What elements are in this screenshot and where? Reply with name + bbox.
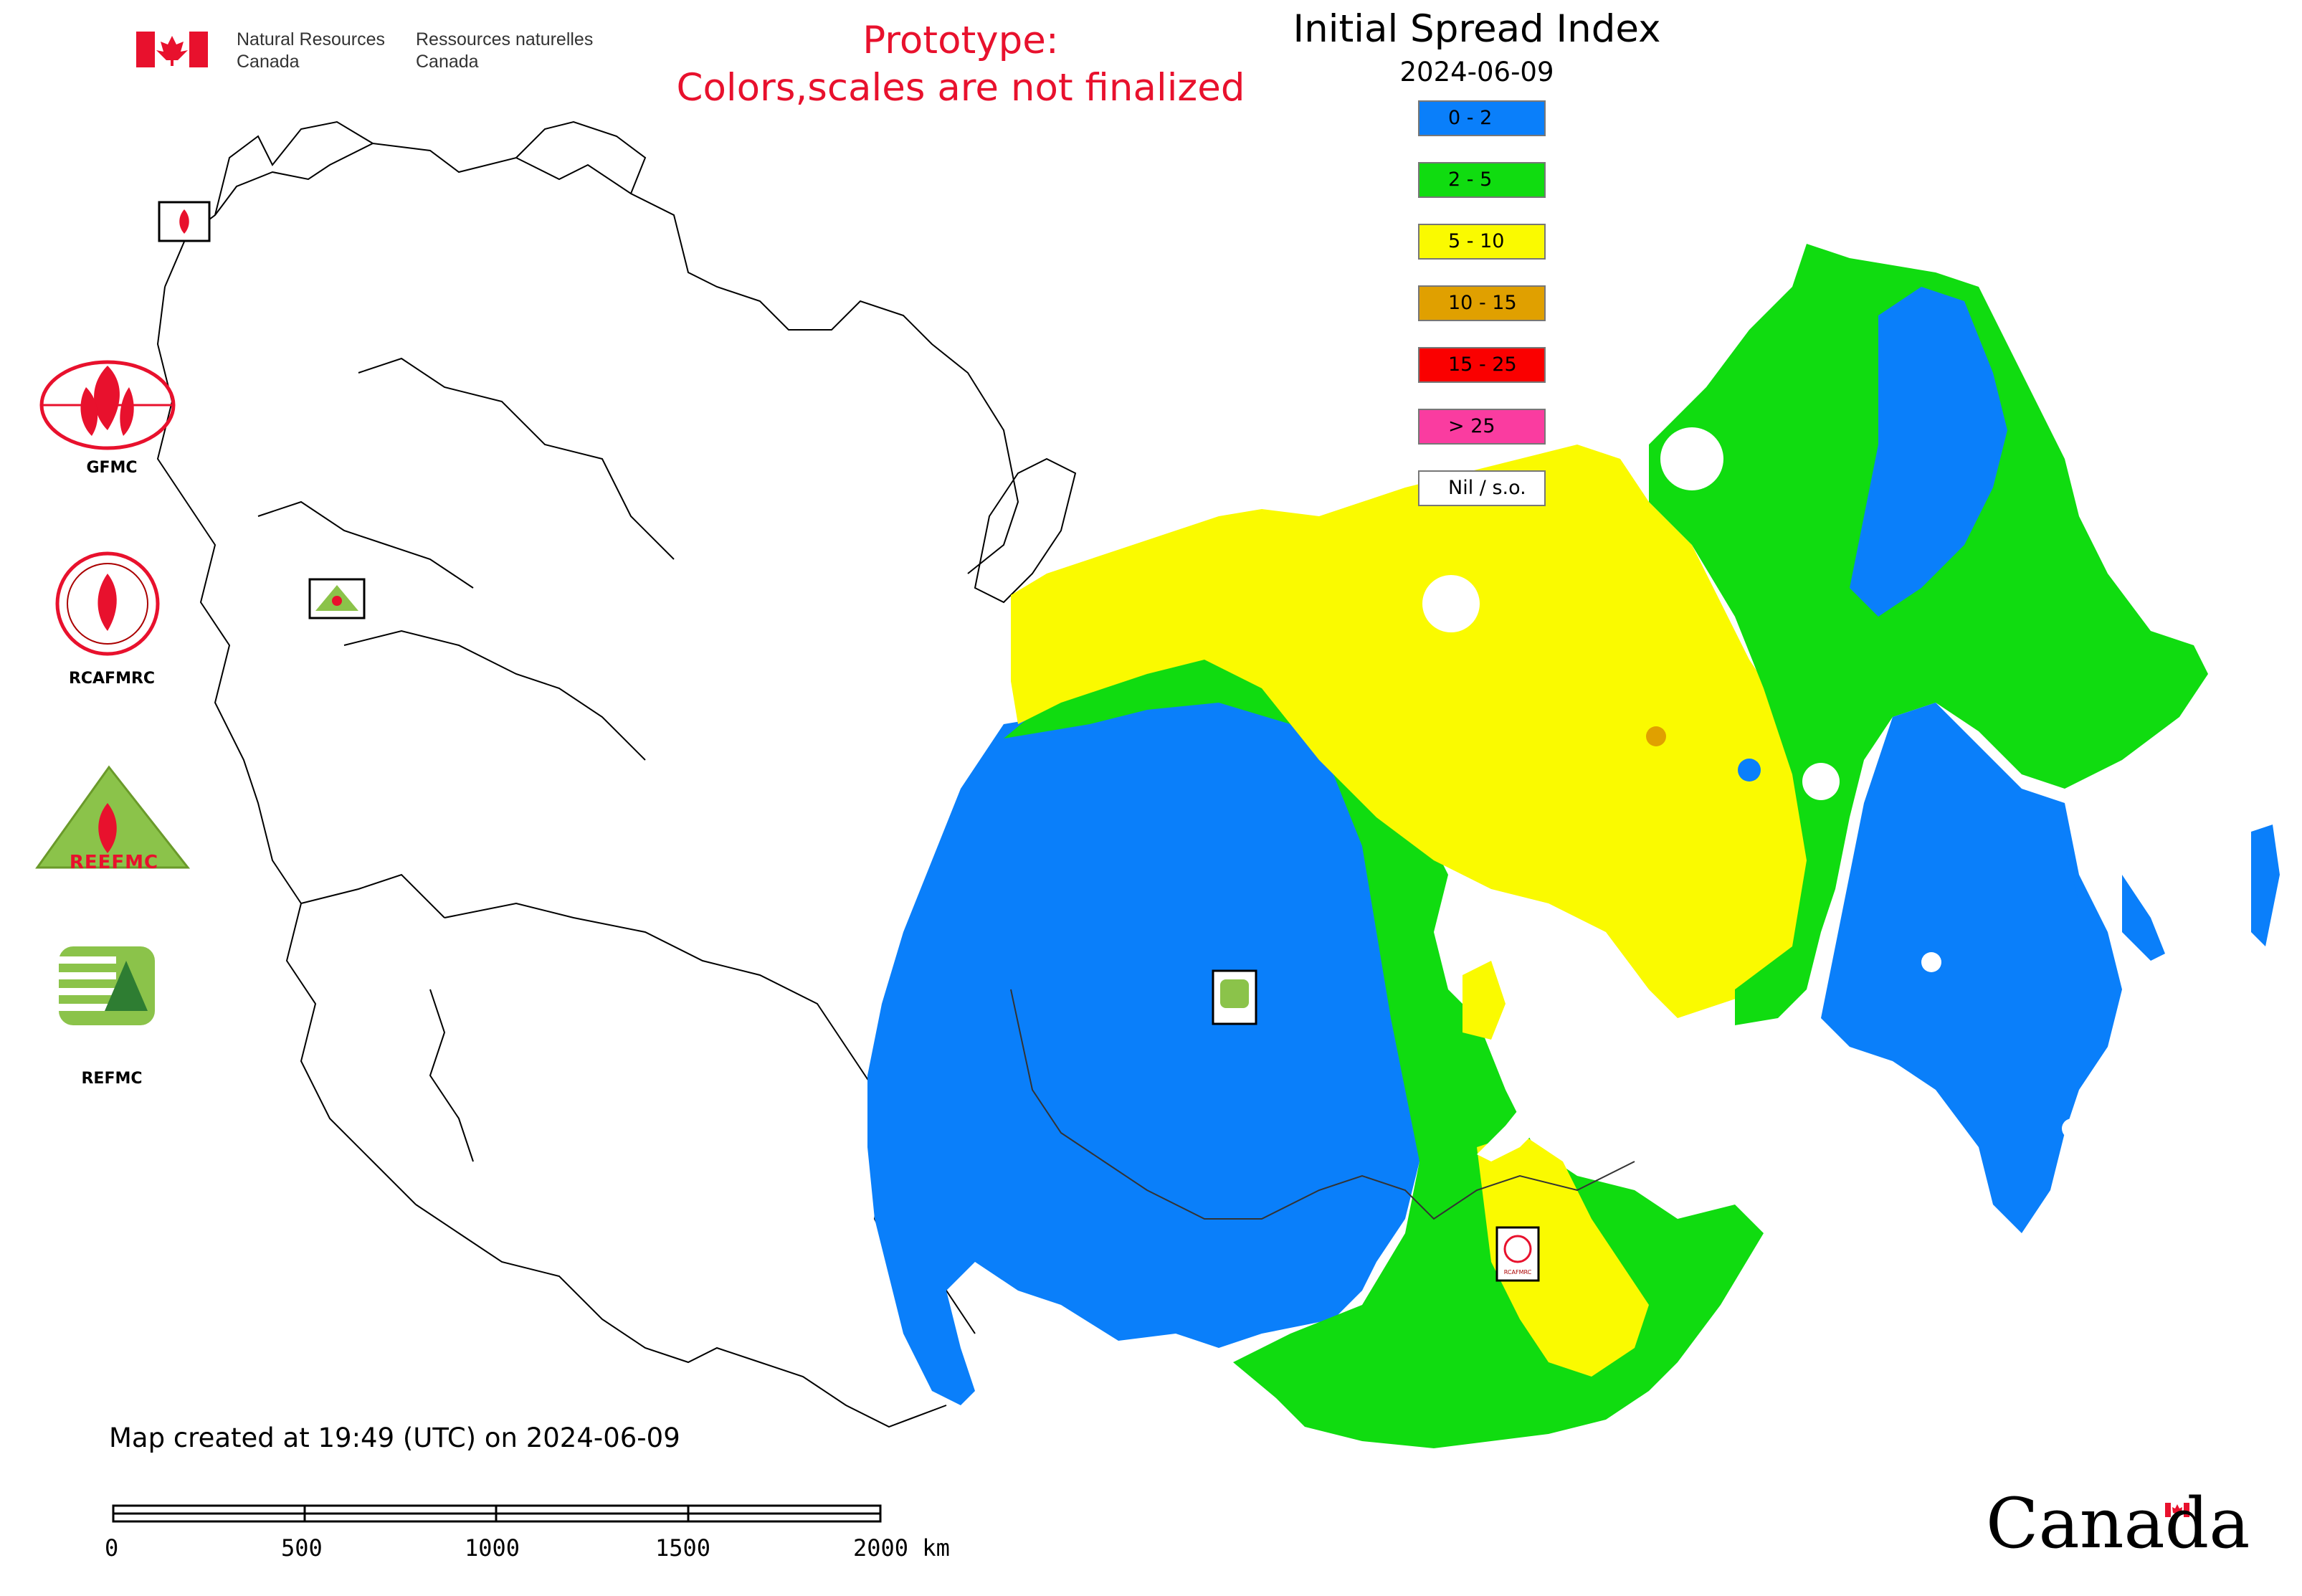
country-outlines: [156, 120, 1077, 1428]
island-east-2: [2251, 825, 2280, 946]
index-regions: [867, 244, 2280, 1448]
agency-name-fr: Ressources naturelles Canada: [416, 29, 593, 73]
outline-internal-1: [300, 873, 445, 918]
legend-item-gt-25: > 25: [1418, 409, 1546, 445]
legend-label: 5 - 10: [1448, 230, 1505, 252]
legend-label: 15 - 25: [1448, 353, 1517, 376]
agency-fr-line-2: Canada: [416, 52, 479, 72]
outline-central-asia: [415, 1204, 947, 1428]
region-yellow-spot: [1462, 961, 1506, 1040]
region-orange-spot: [1646, 726, 1666, 746]
scale-tick-1500: 1500: [655, 1534, 711, 1562]
canada-wordmark: Canada: [1986, 1483, 2250, 1564]
rcafmrc-badge-text: RCAFMRC: [1503, 1269, 1532, 1276]
outline-caspian: [429, 989, 474, 1162]
outline-west-russia: [156, 286, 417, 1205]
legend-item-15-25: 15 - 25: [1418, 347, 1546, 383]
reefmc-logo-text: REEFMC: [69, 852, 159, 873]
nil-spot-4: [1738, 759, 1761, 782]
legend-item-0-2: 0 - 2: [1418, 100, 1546, 136]
refmc-label: REFMC: [81, 1070, 143, 1088]
legend-item-5-10: 5 - 10: [1418, 224, 1546, 260]
nil-spot-2: [1422, 575, 1480, 632]
gfmc-badge-icon: [158, 201, 211, 242]
agency-en-line-1: Natural Resources: [237, 29, 386, 49]
outline-internal-4: [343, 630, 646, 761]
rcafmrc-badge-icon: [1495, 1226, 1540, 1282]
border-line: [1010, 989, 1635, 1220]
gfmc-logo-icon: [39, 360, 176, 450]
agency-name-en: Natural Resources Canada: [237, 29, 385, 73]
legend-label: Nil / s.o.: [1448, 477, 1526, 499]
canada-flag-icon: [136, 32, 208, 67]
gfmc-label: GFMC: [86, 459, 138, 477]
legend-item-10-15: 10 - 15: [1418, 285, 1546, 321]
map-title: Initial Spread Index: [1293, 7, 1661, 51]
scale-tick-1000: 1000: [465, 1534, 520, 1562]
scale-tick-2000: 2000 km: [853, 1534, 950, 1562]
prototype-line-2: Colors,scales are not finalized: [676, 66, 1245, 110]
outline-internal-2: [358, 357, 675, 560]
nil-spot-3: [1802, 763, 1840, 800]
region-green-east: [1649, 244, 2208, 1025]
region-yellow-south: [1477, 1133, 1649, 1377]
rcafmrc-logo-icon: [55, 551, 160, 656]
region-blue-west: [867, 681, 1434, 1405]
nil-spot-5: [1690, 1110, 1713, 1133]
outline-kola: [515, 120, 647, 194]
wordmark-flag-icon: [2165, 1503, 2189, 1517]
nil-spot-7: [2062, 1118, 2082, 1139]
island-east-3: [2122, 875, 2165, 961]
outline-novaya: [974, 457, 1077, 604]
legend-label: 2 - 5: [1448, 168, 1493, 191]
prototype-line-1: Prototype:: [862, 19, 1059, 62]
refmc-logo-icon: [59, 946, 155, 1025]
outline-north-europe: [164, 142, 1019, 574]
region-yellow-north: [1011, 445, 1807, 1018]
outline-scandinavia: [214, 120, 374, 216]
lake-baikal: [1477, 1047, 1577, 1162]
refmc-badge-icon: [1212, 969, 1257, 1025]
island-east-1: [2007, 810, 2079, 932]
legend-item-nil: Nil / s.o.: [1418, 470, 1546, 506]
reefmc-badge-icon: [308, 578, 366, 619]
scale-bar: [112, 1504, 882, 1523]
scale-tick-500: 500: [281, 1534, 323, 1562]
agency-en-line-2: Canada: [237, 52, 300, 72]
prototype-note: Prototype: Colors,scales are not finaliz…: [645, 17, 1276, 112]
nil-spot-1: [1660, 427, 1723, 490]
legend-item-2-5: 2 - 5: [1418, 162, 1546, 198]
nil-spot-6: [1921, 952, 1941, 972]
agency-fr-line-1: Ressources naturelles: [416, 29, 594, 49]
reefmc-logo-icon: [35, 765, 191, 869]
map-created-note: Map created at 19:49 (UTC) on 2024-06-09: [109, 1422, 680, 1453]
legend-label: 10 - 15: [1448, 292, 1517, 314]
region-blue-kamchatka: [1850, 287, 2007, 617]
outline-internal-3: [257, 500, 474, 589]
legend-label: > 25: [1448, 415, 1495, 437]
rcafmrc-label: RCAFMRC: [68, 670, 156, 688]
map-date: 2024-06-09: [1399, 57, 1554, 87]
scale-tick-0: 0: [105, 1534, 119, 1562]
legend-label: 0 - 2: [1448, 107, 1493, 129]
